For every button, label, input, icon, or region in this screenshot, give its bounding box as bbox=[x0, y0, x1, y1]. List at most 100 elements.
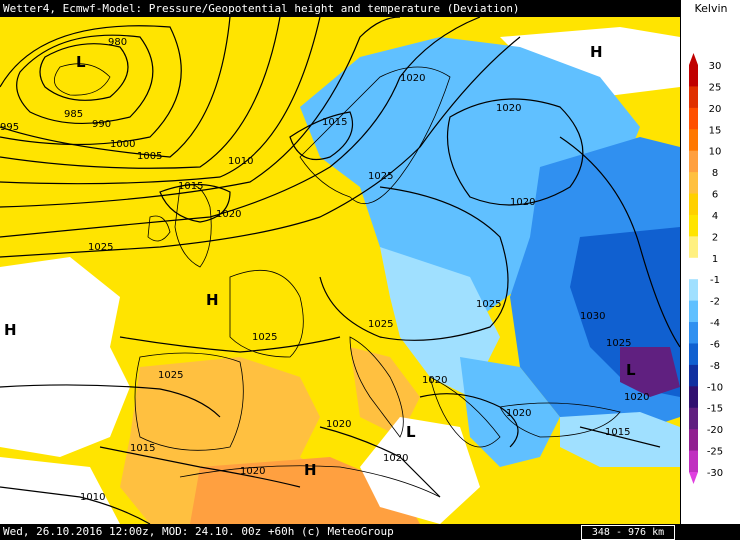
legend-label: 15 bbox=[709, 125, 722, 136]
map-scale: 348 - 976 km bbox=[581, 525, 675, 540]
isobar-1030 bbox=[559, 136, 680, 348]
legend-arrow-top bbox=[689, 53, 698, 65]
legend-arrow-bottom bbox=[689, 472, 698, 484]
isobar-label: 1000 bbox=[110, 139, 135, 150]
isobar-1015-east bbox=[579, 426, 661, 448]
isobar-label: 1030 bbox=[580, 311, 605, 322]
warm-area-north-africa bbox=[190, 457, 420, 524]
isobar-label: 1020 bbox=[326, 419, 351, 430]
north-africa-coast bbox=[179, 465, 441, 498]
legend-swatch bbox=[689, 65, 698, 87]
isobar-label: 1020 bbox=[496, 103, 521, 114]
isobar-1005 bbox=[0, 17, 321, 185]
legend-label: -25 bbox=[707, 447, 723, 458]
isobar-label: 1015 bbox=[605, 427, 630, 438]
legend-swatch bbox=[689, 193, 698, 216]
isobar-1020-scandinavia bbox=[446, 98, 584, 206]
legend-swatch bbox=[689, 86, 698, 109]
isobar-1025-south bbox=[119, 336, 341, 353]
isobar-label: 1020 bbox=[510, 197, 535, 208]
isobar-label: 1020 bbox=[624, 392, 649, 403]
legend-label: -2 bbox=[710, 297, 720, 308]
isobar-980 bbox=[39, 43, 129, 101]
iceland-coast bbox=[53, 63, 111, 96]
isobar-label: 980 bbox=[108, 37, 127, 48]
legend-swatch bbox=[689, 343, 698, 366]
legend-swatch bbox=[689, 236, 698, 259]
neutral-area-atlantic bbox=[0, 257, 130, 457]
legend-label: -30 bbox=[707, 468, 723, 479]
scandinavia-coast bbox=[299, 66, 451, 205]
legend-swatch bbox=[689, 172, 698, 195]
isobar-label: 1015 bbox=[178, 181, 203, 192]
isobar-1010-sw bbox=[0, 486, 151, 524]
valid-time: Wed, 26.10.2016 12:00z, MOD: 24.10. 00z … bbox=[3, 525, 394, 538]
isobar-label: 1025 bbox=[476, 299, 501, 310]
high-pressure-center: H bbox=[304, 461, 317, 479]
isobar-label: 1025 bbox=[88, 242, 113, 253]
isobar-label: 1020 bbox=[240, 466, 265, 477]
legend-swatch bbox=[689, 107, 698, 130]
isobar-label: 1020 bbox=[400, 73, 425, 84]
isobar-1020-west bbox=[0, 17, 481, 238]
isobar-1020-mediterranean bbox=[319, 426, 441, 498]
legend-swatch bbox=[689, 214, 698, 237]
isobar-1025-europe bbox=[319, 186, 509, 341]
isobar-1010 bbox=[0, 17, 401, 208]
map-title: Wetter4, Ecmwf-Model: Pressure/Geopotent… bbox=[0, 0, 680, 17]
isobar-label: 1020 bbox=[383, 453, 408, 464]
isobar-label: 995 bbox=[0, 122, 19, 133]
italy-coast bbox=[349, 336, 404, 438]
isobar-1015-north bbox=[289, 111, 354, 161]
low-pressure-center: L bbox=[626, 361, 636, 379]
footer-bar: Wed, 26.10.2016 12:00z, MOD: 24.10. 00z … bbox=[0, 524, 740, 540]
legend-label: 6 bbox=[712, 190, 718, 201]
legend-label: 25 bbox=[709, 82, 722, 93]
legend-label: -1 bbox=[710, 275, 720, 286]
isobar-label: 1020 bbox=[216, 209, 241, 220]
high-pressure-center: H bbox=[206, 291, 219, 309]
legend-swatch bbox=[689, 429, 698, 452]
legend-label: 8 bbox=[712, 168, 718, 179]
isobar-label: 1015 bbox=[130, 443, 155, 454]
legend-label: 20 bbox=[709, 104, 722, 115]
isobar-995 bbox=[0, 17, 231, 158]
isobar-label: 990 bbox=[92, 119, 111, 130]
isobar-1025-atlantic bbox=[0, 36, 521, 258]
isobar-label: 1010 bbox=[80, 492, 105, 503]
isobar-label: 1020 bbox=[506, 408, 531, 419]
isobar-label: 1025 bbox=[606, 338, 631, 349]
high-pressure-center: H bbox=[590, 43, 603, 61]
legend-label: -8 bbox=[710, 361, 720, 372]
legend-label: 30 bbox=[709, 61, 722, 72]
cold-area-caucasus bbox=[620, 347, 680, 397]
weather-map: 980 985 990 995 1000 1005 1010 1015 1015… bbox=[0, 17, 680, 524]
isobar-label: 1015 bbox=[322, 117, 347, 128]
legend-label: -15 bbox=[707, 404, 723, 415]
neutral-area-mediterranean bbox=[360, 417, 480, 524]
legend-label: 2 bbox=[712, 232, 718, 243]
legend-label: -4 bbox=[710, 318, 720, 329]
legend-label: 10 bbox=[709, 147, 722, 158]
cold-area-middle-east bbox=[560, 412, 680, 467]
legend-label: 4 bbox=[712, 211, 718, 222]
isobar-label: 1025 bbox=[252, 332, 277, 343]
legend-label: -10 bbox=[707, 382, 723, 393]
isobar-label: 1005 bbox=[137, 151, 162, 162]
legend-swatch bbox=[689, 407, 698, 430]
legend-label: -6 bbox=[710, 339, 720, 350]
legend-swatch bbox=[689, 300, 698, 323]
isobar-label: 985 bbox=[64, 109, 83, 120]
isobar-labels: 980 985 990 995 1000 1005 1010 1015 1015… bbox=[0, 37, 649, 503]
greece-coast bbox=[429, 376, 501, 448]
low-pressure-center: L bbox=[76, 53, 86, 71]
isobar-1020-balkans bbox=[419, 393, 519, 448]
british-isles-coast bbox=[174, 184, 212, 268]
legend-swatch bbox=[689, 322, 698, 344]
isobars bbox=[0, 17, 680, 524]
legend-swatch bbox=[689, 279, 698, 302]
ireland-coast bbox=[147, 215, 171, 242]
neutral-area-northeast bbox=[500, 27, 680, 97]
color-legend: Kelvin 30 25 20 15 10 8 6 4 2 1 -1 -2 -4 -6 -8 -10 -15 -2… bbox=[680, 0, 740, 524]
iberia-coast bbox=[134, 352, 244, 451]
